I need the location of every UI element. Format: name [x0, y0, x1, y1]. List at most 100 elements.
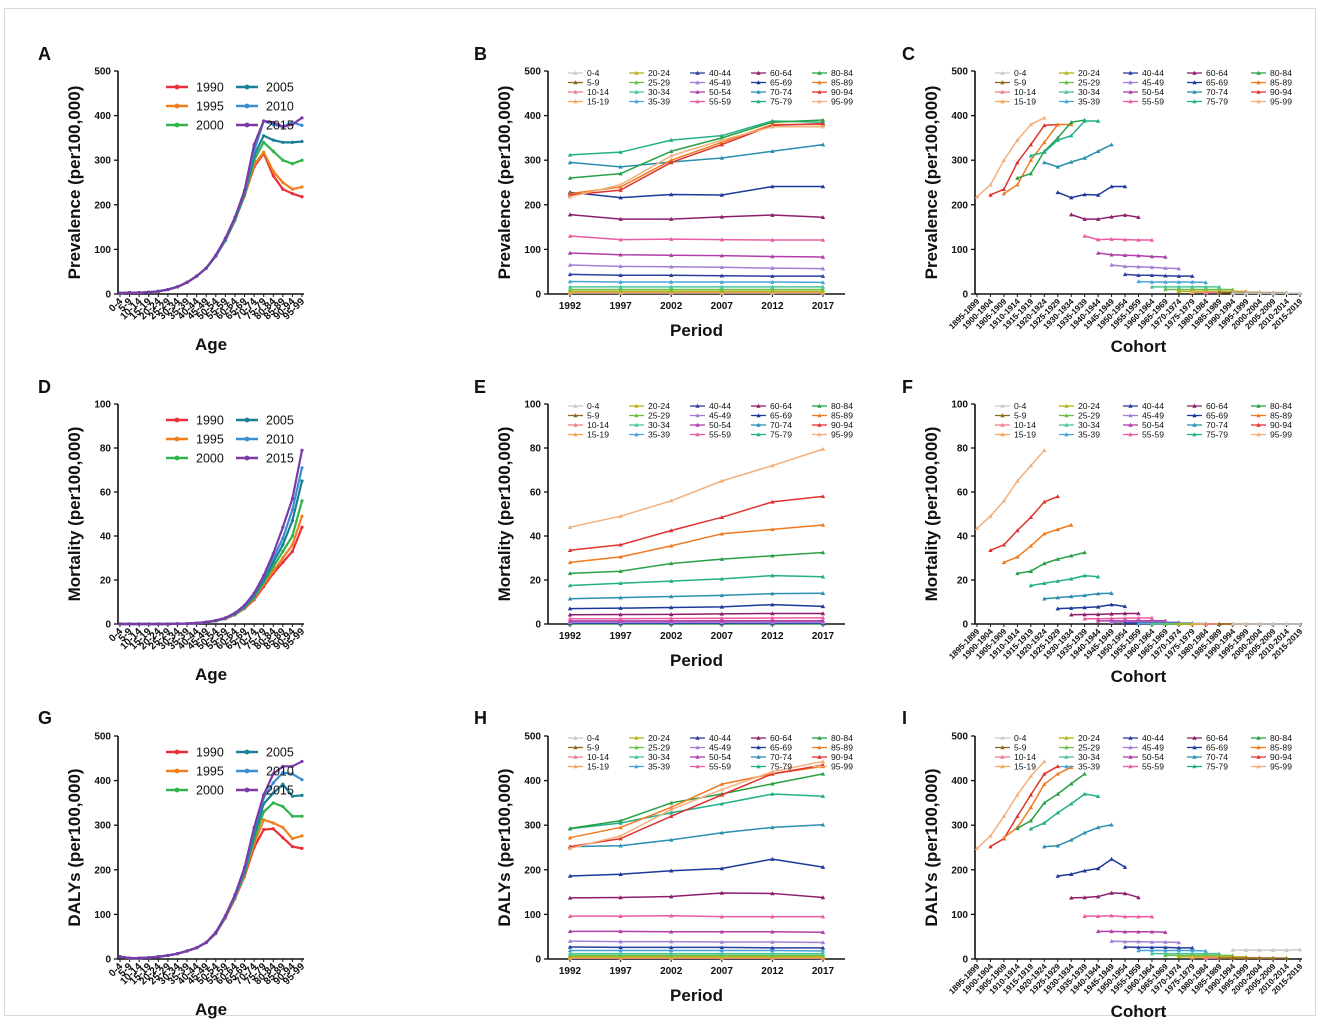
data-point — [1015, 528, 1020, 533]
data-point — [147, 956, 151, 960]
data-point — [567, 525, 573, 529]
data-point — [618, 595, 623, 600]
legend-label: 70-74 — [1206, 752, 1228, 762]
legend-item-55-59: 55-59 — [690, 430, 731, 440]
data-point — [719, 611, 724, 616]
y-tick-label: 300 — [951, 156, 968, 167]
legend-item-50-54: 50-54 — [690, 420, 731, 430]
legend-marker — [1256, 413, 1261, 418]
legend-label: 10-14 — [1014, 752, 1036, 762]
series-25-29 — [567, 287, 826, 292]
legend-marker — [573, 99, 578, 104]
series-line — [569, 123, 823, 195]
data-point — [1082, 791, 1087, 796]
data-point — [567, 160, 573, 165]
y-tick-label: 500 — [951, 732, 968, 743]
data-point — [281, 536, 285, 540]
data-point — [669, 807, 674, 812]
legend-marker — [1128, 735, 1133, 740]
legend-label: 55-59 — [1142, 430, 1164, 440]
y-tick-label: 500 — [94, 67, 111, 78]
legend-marker — [695, 432, 700, 437]
legend-item-30-34: 30-34 — [1059, 752, 1100, 762]
legend-marker — [634, 432, 639, 437]
data-point — [1069, 553, 1074, 558]
series-line — [569, 495, 824, 552]
legend-item-75-79: 75-79 — [1187, 97, 1228, 107]
data-point — [1284, 955, 1289, 960]
legend-item-45-49: 45-49 — [1123, 78, 1164, 88]
y-tick-label: 400 — [951, 776, 968, 787]
legend-label: 40-44 — [709, 733, 731, 743]
series-line — [1138, 280, 1206, 284]
data-point — [567, 835, 573, 840]
data-point — [669, 929, 674, 934]
data-point — [618, 913, 623, 918]
data-point — [618, 164, 623, 169]
data-point — [1149, 621, 1155, 626]
data-point — [1217, 290, 1222, 295]
data-point — [1042, 149, 1047, 154]
legend-marker — [1064, 403, 1069, 408]
series-line — [569, 235, 823, 241]
legend-marker — [756, 403, 761, 408]
data-point — [1149, 939, 1155, 944]
data-point — [147, 622, 151, 626]
legend-marker — [1128, 432, 1133, 437]
data-point — [156, 289, 160, 293]
data-point — [618, 287, 623, 292]
series-line — [1044, 143, 1112, 168]
legend-marker — [1000, 70, 1005, 75]
data-point — [1042, 123, 1047, 128]
data-point — [166, 622, 170, 626]
series-line — [119, 134, 303, 295]
legend-marker — [756, 70, 761, 75]
series-line — [569, 760, 824, 850]
data-point — [127, 956, 132, 960]
data-point — [669, 273, 674, 278]
data-point — [118, 955, 122, 959]
data-point — [974, 526, 980, 531]
data-point — [820, 945, 826, 950]
series-line — [990, 123, 1058, 196]
legend-marker — [1192, 754, 1197, 759]
data-point — [1095, 616, 1101, 621]
data-point — [1069, 122, 1074, 127]
data-point — [1136, 948, 1141, 953]
legend-label: 50-54 — [1142, 420, 1164, 430]
series-line — [569, 551, 824, 575]
series-2010 — [118, 770, 304, 960]
legend-item-65-69: 65-69 — [1187, 411, 1228, 421]
data-point — [1082, 550, 1087, 555]
legend-marker — [756, 80, 761, 85]
legend-item-80-84: 80-84 — [812, 733, 853, 743]
series-90-94 — [988, 494, 1060, 553]
legend-item-45-49: 45-49 — [690, 743, 731, 753]
series-95-99 — [974, 115, 1047, 199]
legend-label: 35-39 — [1078, 430, 1100, 440]
legend-marker — [1000, 99, 1005, 104]
data-point — [1149, 254, 1155, 259]
legend-item-85-89: 85-89 — [1251, 411, 1292, 421]
series-55-59 — [1082, 233, 1155, 242]
data-point — [290, 497, 295, 501]
legend-item-75-79: 75-79 — [751, 97, 792, 107]
legend-marker — [817, 735, 822, 740]
data-point — [223, 616, 227, 620]
series-line — [569, 280, 824, 284]
data-point — [669, 594, 674, 599]
data-point — [1149, 273, 1155, 278]
y-tick-label: 20 — [100, 576, 112, 587]
data-point — [1203, 955, 1208, 960]
legend-label: 2000 — [196, 119, 224, 133]
legend-item-85-89: 85-89 — [812, 743, 853, 753]
data-point — [567, 895, 573, 900]
legend-marker — [244, 768, 250, 774]
legend-label: 60-64 — [1206, 68, 1228, 78]
legend-marker — [174, 436, 180, 442]
data-point — [770, 149, 775, 154]
data-point — [1190, 284, 1195, 289]
legend-marker — [1000, 80, 1005, 85]
y-tick-label: 20 — [957, 576, 969, 587]
legend-label: 0-4 — [587, 68, 600, 78]
